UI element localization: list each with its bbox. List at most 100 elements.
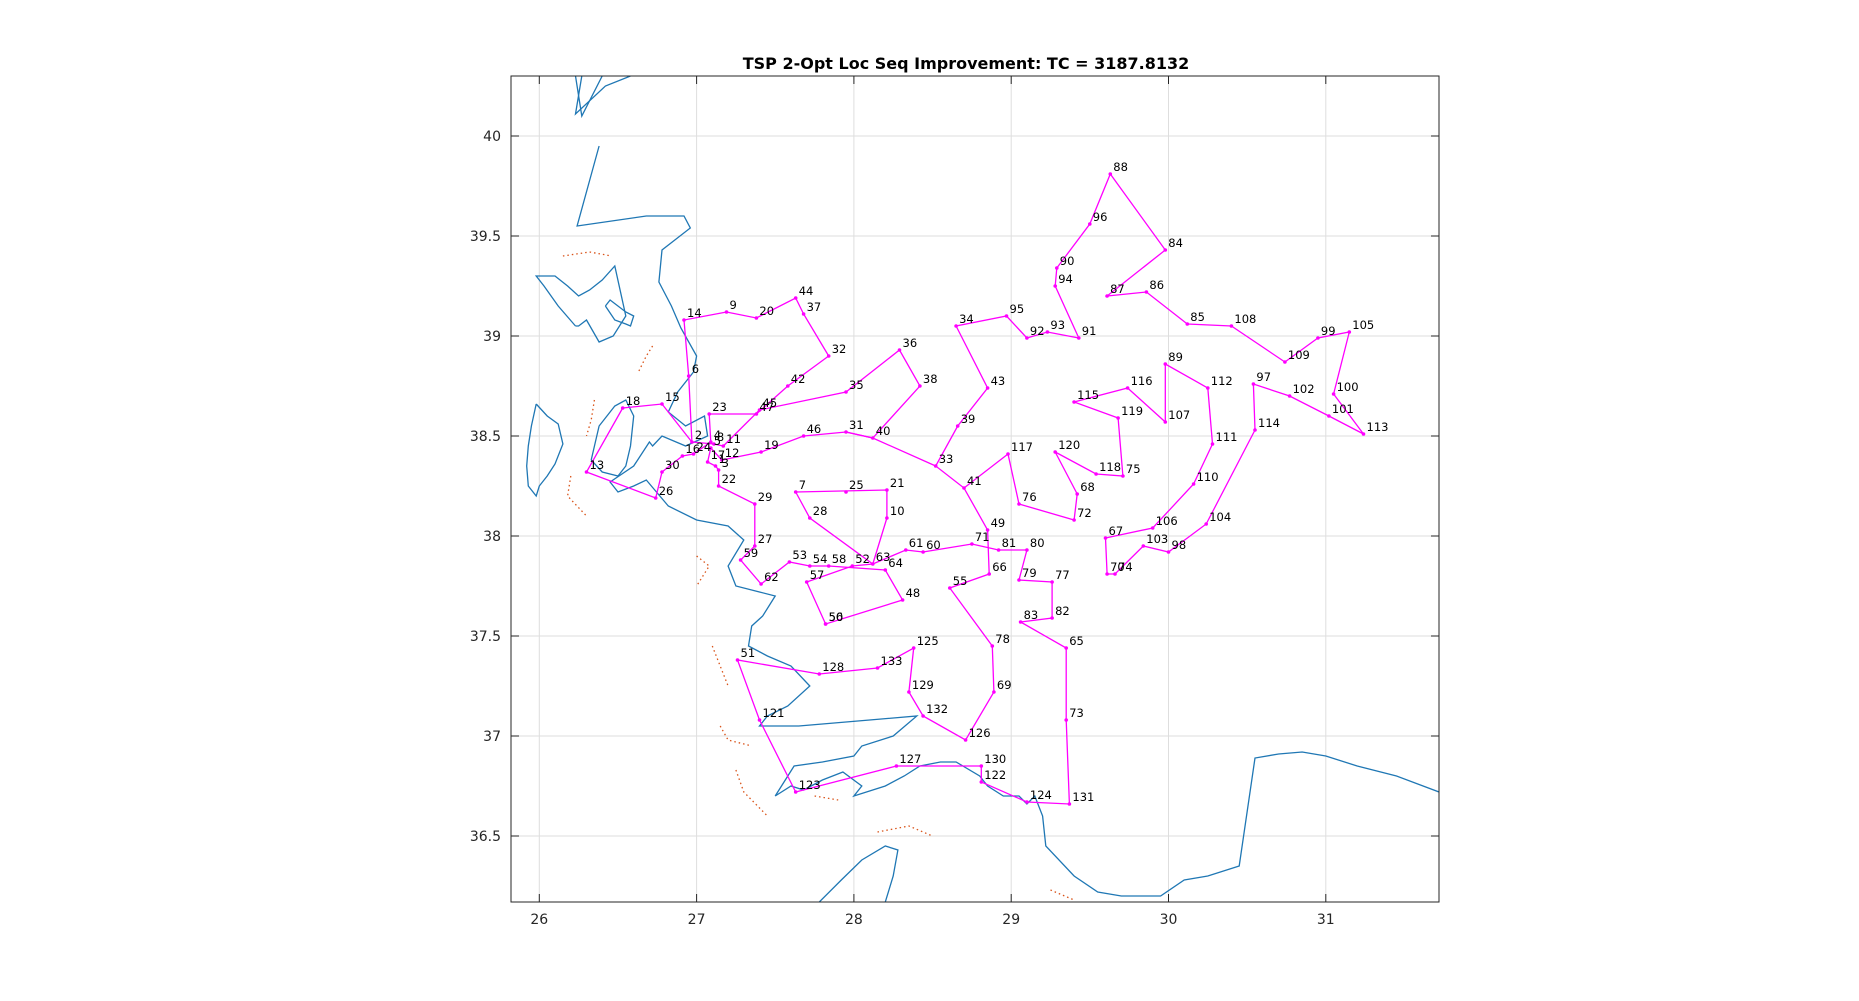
location-point (653, 496, 658, 500)
location-point (1025, 336, 1029, 340)
location-label: 8 (717, 430, 724, 444)
location-point (883, 568, 888, 572)
coastline (534, 264, 627, 343)
location-point (1287, 394, 1292, 398)
location-label: 1 (719, 452, 726, 466)
location-label: 37 (807, 300, 822, 314)
location-point (921, 714, 925, 718)
y-tick-label: 38.5 (470, 429, 501, 445)
location-point (897, 348, 902, 352)
location-label: 2 (695, 428, 702, 442)
location-label: 101 (1332, 402, 1354, 416)
location-label: 64 (888, 556, 903, 570)
location-label: 74 (1118, 560, 1133, 574)
location-label: 62 (764, 570, 779, 584)
location-label: 22 (722, 472, 737, 486)
location-point (1283, 360, 1287, 364)
location-label: 94 (1058, 272, 1073, 286)
coastline (576, 145, 1439, 897)
location-point (1025, 800, 1029, 804)
location-label: 48 (906, 586, 921, 600)
location-point (705, 460, 710, 464)
location-label: 120 (1058, 438, 1080, 452)
location-label: 56 (829, 610, 844, 624)
location-point (735, 658, 740, 662)
location-label: 114 (1258, 416, 1280, 430)
coastline (818, 845, 899, 902)
location-point (871, 436, 875, 440)
location-label: 66 (992, 560, 1007, 574)
location-label: 83 (1024, 608, 1039, 622)
location-label: 40 (876, 424, 891, 438)
location-point (804, 580, 809, 584)
location-label: 106 (1156, 514, 1178, 528)
location-label: 88 (1113, 160, 1128, 174)
location-label: 108 (1234, 312, 1256, 326)
y-tick-label: 39 (483, 329, 501, 345)
location-label: 3 (722, 456, 729, 470)
location-label: 6 (692, 362, 699, 376)
x-tick-label: 28 (845, 912, 863, 928)
location-label: 129 (912, 678, 934, 692)
location-point (871, 562, 875, 566)
location-label: 20 (759, 304, 774, 318)
location-label: 53 (792, 548, 807, 562)
location-point (817, 672, 822, 676)
location-point (1144, 290, 1149, 294)
location-label: 130 (984, 752, 1006, 766)
y-tick-label: 40 (483, 129, 501, 145)
location-point (753, 544, 757, 548)
location-point (996, 548, 1001, 552)
location-label: 13 (590, 458, 605, 472)
location-point (979, 764, 984, 768)
location-label: 117 (1011, 440, 1033, 454)
location-point (826, 354, 831, 358)
location-label: 39 (961, 412, 976, 426)
location-point (1103, 536, 1108, 540)
location-point (1105, 572, 1109, 576)
location-point (1206, 386, 1210, 390)
location-point (808, 564, 812, 568)
location-point (911, 646, 916, 650)
location-point (753, 502, 757, 506)
location-point (1347, 330, 1352, 334)
x-tick-label: 29 (1002, 912, 1020, 928)
y-tick-label: 38 (483, 529, 501, 545)
location-point (1125, 386, 1130, 390)
location-point (801, 434, 806, 438)
location-point (1327, 414, 1331, 418)
location-label: 46 (807, 422, 822, 436)
location-point (970, 542, 974, 546)
chart-title: TSP 2-Opt Loc Seq Improvement: TC = 3187… (743, 54, 1190, 73)
location-label: 110 (1197, 470, 1219, 484)
x-tick-label: 26 (530, 912, 548, 928)
location-point (1113, 572, 1117, 576)
location-point (584, 470, 589, 474)
location-label: 44 (799, 284, 814, 298)
location-label: 133 (881, 654, 903, 668)
location-label: 18 (626, 394, 641, 408)
location-point (786, 384, 790, 388)
location-point (1094, 472, 1098, 476)
location-point (844, 390, 848, 394)
location-label: 86 (1149, 278, 1164, 292)
location-label: 98 (1172, 538, 1187, 552)
location-point (907, 690, 911, 694)
location-label: 25 (849, 478, 864, 492)
location-point (759, 582, 763, 586)
location-point (850, 564, 855, 568)
location-label: 63 (876, 550, 891, 564)
y-tick-label: 36.5 (470, 829, 501, 845)
location-point (660, 470, 664, 474)
location-label: 121 (763, 706, 785, 720)
location-point (793, 296, 798, 300)
location-point (1141, 544, 1146, 548)
location-label: 81 (1002, 536, 1017, 550)
location-label: 11 (726, 432, 741, 446)
y-tick-label: 37.5 (470, 629, 501, 645)
location-point (990, 644, 995, 648)
location-label: 51 (741, 646, 756, 660)
location-label: 132 (926, 702, 948, 716)
location-label: 52 (855, 552, 870, 566)
location-label: 119 (1121, 404, 1143, 418)
